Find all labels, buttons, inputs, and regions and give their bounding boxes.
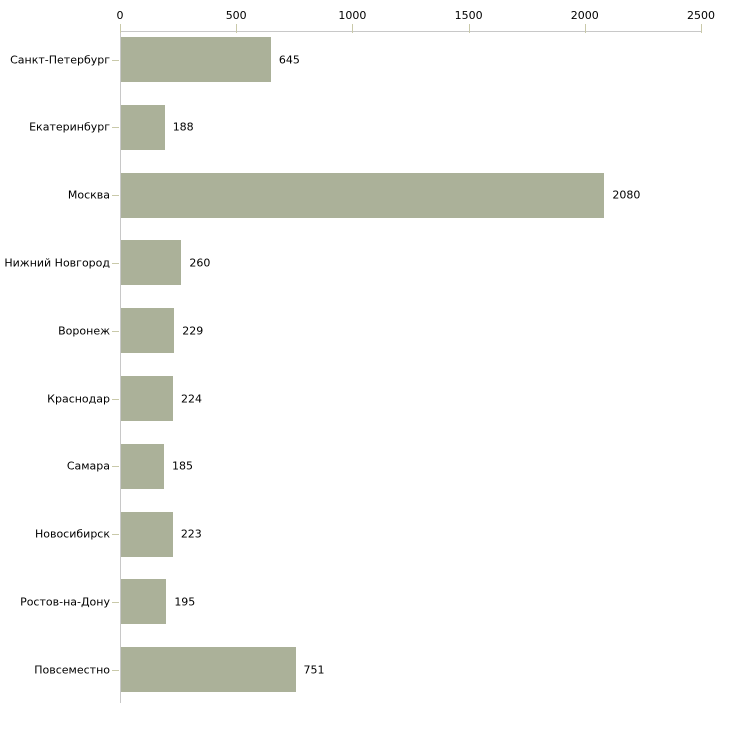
bar-value-label: 188: [172, 120, 194, 134]
bar-value-label: 751: [303, 663, 325, 677]
category-label: Ростов-на-Дону: [20, 595, 110, 609]
x-tick-mark: [468, 24, 470, 33]
bar: [121, 443, 164, 489]
category-tick-mark: [112, 601, 119, 603]
category-label: Нижний Новгород: [4, 256, 110, 270]
bar: [121, 240, 182, 286]
bar-value-label: 185: [171, 459, 193, 473]
category-label: Новосибирск: [34, 527, 110, 541]
x-tick-mark: [236, 24, 238, 33]
bar: [121, 37, 271, 82]
bar: [121, 104, 165, 150]
bar: [121, 172, 605, 218]
category-label: Самара: [66, 459, 110, 473]
bar-value-label: 645: [278, 53, 300, 66]
x-tick-label: 2500: [687, 9, 715, 22]
category-tick-mark: [112, 398, 119, 400]
category-tick-mark: [112, 127, 119, 129]
x-tick-mark: [352, 24, 354, 33]
bar: [121, 308, 175, 354]
category-tick-mark: [112, 466, 119, 468]
category-tick-mark: [112, 669, 119, 671]
bar-value-label: 195: [174, 595, 196, 609]
category-tick-mark: [112, 262, 119, 264]
category-tick-mark: [112, 330, 119, 332]
x-tick-label: 1500: [454, 9, 483, 22]
x-tick-label: 2000: [570, 9, 599, 22]
category-tick-mark: [112, 59, 119, 61]
x-tick-mark: [701, 24, 702, 33]
bar: [121, 579, 167, 625]
category-label: Воронеж: [58, 324, 110, 338]
bar-value-label: 229: [182, 324, 204, 338]
category-label: Москва: [67, 188, 110, 202]
x-tick-label: 1000: [338, 9, 367, 22]
bar-value-label: 223: [180, 527, 202, 541]
category-tick-mark: [112, 534, 119, 536]
bar-value-label: 224: [181, 392, 203, 405]
category-label: Краснодар: [47, 392, 110, 405]
x-tick-mark: [584, 24, 586, 33]
bar: [121, 511, 173, 557]
bar: [121, 647, 296, 693]
bar-value-label: 2080: [612, 188, 641, 202]
bar-value-label: 260: [189, 256, 211, 270]
x-tick-label: 500: [225, 9, 247, 22]
x-tick-mark: [120, 24, 121, 33]
category-tick-mark: [112, 195, 119, 197]
x-tick-label: 0: [116, 9, 124, 22]
category-label: Екатеринбург: [29, 120, 110, 134]
bar: [121, 376, 174, 421]
category-label: Повсеместно: [34, 663, 110, 677]
y-axis-line: [120, 31, 121, 703]
x-axis-line: [120, 31, 702, 32]
category-label: Санкт-Петербург: [10, 53, 110, 66]
